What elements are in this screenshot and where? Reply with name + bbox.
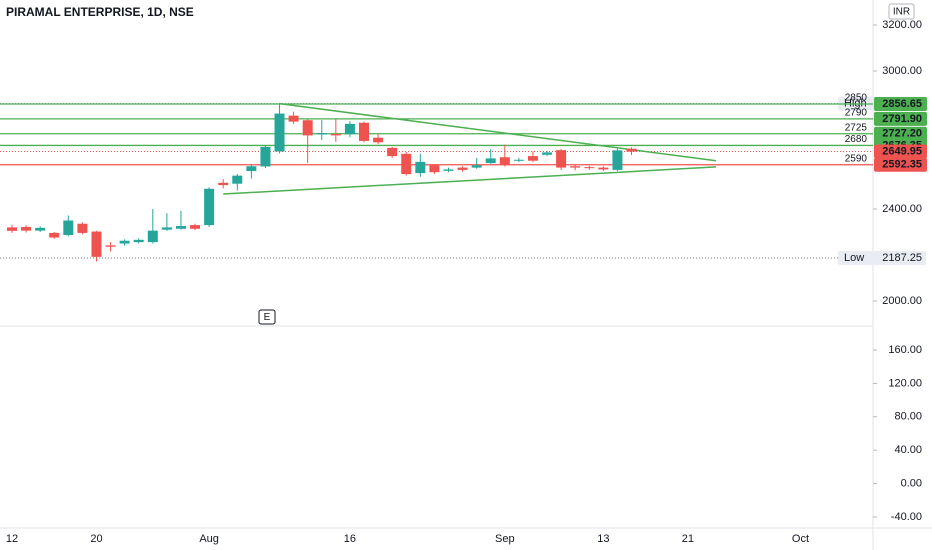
candle-body	[91, 231, 102, 257]
candle-body	[344, 123, 355, 135]
x-tick-label: Sep	[495, 533, 515, 545]
candle-body	[260, 146, 271, 167]
candle-body	[133, 239, 144, 243]
x-tick-label: 12	[6, 533, 18, 545]
candle-body	[218, 182, 229, 186]
candle-body	[288, 115, 299, 122]
x-tick-label: 20	[90, 533, 102, 545]
candle-body	[485, 158, 496, 164]
price-box	[874, 96, 927, 111]
level-label: 2590	[845, 153, 868, 164]
candle-body	[584, 167, 595, 169]
candle-body	[274, 113, 285, 152]
price-label: 2791.90	[882, 113, 922, 125]
candle-body	[161, 227, 172, 230]
price-label: 2727.20	[882, 128, 922, 140]
currency: INR	[893, 7, 910, 18]
level-label: 2790	[845, 108, 868, 119]
trendline	[223, 166, 717, 195]
candle-body	[542, 152, 553, 155]
candle-body	[570, 166, 581, 168]
x-tick-label: 16	[344, 533, 356, 545]
y-tick-label: 2400.00	[882, 203, 922, 215]
candle-body	[232, 175, 243, 184]
price-label: 2649.95	[882, 145, 922, 157]
candle-body	[105, 245, 116, 247]
price-box	[874, 111, 927, 126]
candle-body	[401, 153, 412, 175]
candle-body	[513, 159, 524, 161]
candle-body	[77, 223, 88, 233]
candle-body	[35, 227, 46, 231]
candle-body	[373, 137, 384, 143]
extreme-box	[838, 250, 926, 265]
candle-body	[21, 226, 32, 231]
price-label: 2856.65	[882, 98, 922, 110]
extreme-name: Low	[844, 252, 864, 264]
currency-box[interactable]	[888, 3, 915, 20]
level-label: 2725	[845, 122, 868, 133]
x-tick-label: 13	[597, 533, 609, 545]
x-tick-label: Oct	[792, 533, 809, 545]
price-box	[874, 144, 927, 159]
x-tick-label: 21	[682, 533, 694, 545]
price-label: 2592.35	[882, 159, 922, 171]
price-box	[874, 126, 927, 141]
level-label: 2850	[845, 93, 868, 104]
candle-body	[175, 226, 186, 229]
candle-body	[556, 150, 567, 168]
candle-body	[316, 133, 327, 135]
candle-body	[204, 188, 215, 226]
candle-body	[246, 166, 257, 172]
candle-body	[443, 169, 454, 171]
event-label: E	[264, 312, 271, 323]
candle-body	[612, 150, 623, 170]
y-tick-label: 120.00	[888, 377, 922, 389]
candle-body	[7, 227, 17, 231]
y-tick-label: 40.00	[894, 444, 922, 456]
y-tick-label: 160.00	[888, 344, 922, 356]
chart-title: PIRAMAL ENTERPRISE, 1D, NSE	[6, 5, 194, 19]
candle-body	[119, 240, 130, 244]
price-box	[874, 157, 927, 172]
y-tick-label: 3200.00	[882, 19, 922, 31]
x-tick-label: Aug	[199, 533, 219, 545]
event-marker[interactable]	[258, 309, 276, 325]
y-tick-label: 2000.00	[882, 295, 922, 307]
candle-body	[527, 156, 538, 161]
candle-body	[330, 134, 341, 136]
y-tick-label: 3000.00	[882, 65, 922, 77]
candle-body	[429, 165, 440, 173]
candle-body	[359, 122, 369, 141]
candle-body	[598, 167, 609, 170]
candle-body	[63, 220, 74, 235]
candle-body	[457, 167, 468, 170]
candle-body	[302, 120, 313, 136]
candle-body	[471, 165, 482, 168]
trendline	[279, 102, 717, 162]
candle-body	[387, 147, 398, 157]
y-tick-label: 80.00	[894, 411, 922, 423]
extreme-value: 2187.25	[882, 252, 922, 264]
candle-body	[415, 161, 426, 174]
y-tick-label: 0.00	[901, 477, 922, 489]
candle-body	[626, 148, 637, 152]
candle-body	[147, 230, 158, 243]
level-label: 2680	[845, 134, 868, 145]
candle-body	[49, 232, 60, 238]
candle-body	[190, 225, 201, 229]
candle-body	[499, 157, 510, 165]
y-tick-label: -40.00	[891, 511, 922, 523]
